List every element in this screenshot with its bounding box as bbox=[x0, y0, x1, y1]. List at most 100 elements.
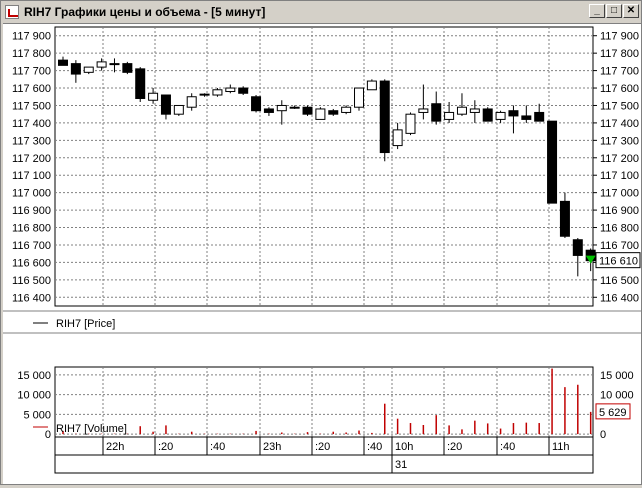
candle-body bbox=[379, 80, 390, 154]
volume-axis-left: 15 000 10 000 5 000 0 bbox=[17, 370, 51, 441]
volume-tick-right: 10 000 bbox=[600, 390, 634, 402]
price-tick-left: 116 600 bbox=[12, 257, 51, 269]
price-tick-right: 117 100 bbox=[600, 170, 639, 182]
candle-body bbox=[263, 108, 274, 113]
chart-area[interactable]: 117 900 117 800 117 700 117 600 117 500 117 4… bbox=[3, 23, 641, 484]
price-axis-left: 117 900 117 800 117 700 117 600 117 500 117 4… bbox=[12, 31, 51, 305]
candle-body bbox=[251, 96, 262, 112]
volume-tick-right: 15 000 bbox=[600, 370, 634, 382]
candle-body bbox=[199, 93, 210, 96]
volume-legend-label: RIH7 [Volume] bbox=[56, 423, 127, 435]
candle-body bbox=[559, 200, 570, 237]
candle-body bbox=[482, 108, 493, 122]
price-tick-left: 117 800 bbox=[12, 48, 51, 60]
candle-body bbox=[135, 68, 146, 99]
date-label: 31 bbox=[395, 459, 407, 471]
price-tick-left: 116 800 bbox=[12, 223, 51, 235]
current-volume-box bbox=[595, 403, 631, 420]
chart-app-icon bbox=[5, 5, 19, 19]
candle-body bbox=[238, 87, 249, 94]
price-tick-right: 117 400 bbox=[600, 118, 639, 130]
candle-body bbox=[572, 239, 583, 256]
time-label: :20 bbox=[315, 441, 330, 453]
price-tick-left: 116 500 bbox=[12, 275, 51, 287]
candle-body bbox=[405, 113, 416, 134]
volume-tick-left: 5 000 bbox=[23, 409, 51, 421]
candle-body bbox=[534, 111, 545, 122]
price-tick-right: 116 500 bbox=[600, 275, 639, 287]
candle-body bbox=[58, 59, 68, 66]
close-button[interactable]: ✕ bbox=[623, 4, 639, 18]
candle-body bbox=[315, 108, 326, 120]
price-tick-right: 117 300 bbox=[600, 135, 639, 147]
candle-body bbox=[521, 115, 532, 120]
time-label: 11h bbox=[552, 441, 570, 453]
price-axis-right: 117 900 117 800 117 700 117 600 117 500 117 4… bbox=[593, 31, 641, 304]
price-grid bbox=[3, 26, 641, 334]
candle-body bbox=[431, 103, 442, 122]
candle-body bbox=[366, 80, 377, 91]
price-tick-left: 116 900 bbox=[12, 205, 51, 217]
candle-body bbox=[212, 89, 223, 96]
title-bar[interactable]: RIH7 Графики цены и объема - [5 минут] _… bbox=[1, 1, 641, 23]
current-volume-label: 5 629 bbox=[599, 407, 627, 419]
volume-grid bbox=[54, 366, 594, 441]
price-tick-left: 117 900 bbox=[12, 31, 51, 43]
candle-body bbox=[341, 106, 352, 113]
price-tick-left: 117 600 bbox=[12, 83, 51, 95]
candle-body bbox=[302, 106, 313, 115]
time-label: :20 bbox=[447, 441, 462, 453]
time-label: 22h bbox=[106, 441, 124, 453]
price-tick-left: 117 200 bbox=[12, 153, 51, 165]
price-tick-right: 117 200 bbox=[600, 153, 639, 165]
price-tick-left: 117 500 bbox=[12, 100, 51, 112]
price-tick-right: 117 600 bbox=[600, 83, 639, 95]
price-tick-right: 117 700 bbox=[600, 66, 639, 78]
price-tick-right: 117 000 bbox=[600, 188, 639, 200]
candle-body bbox=[225, 87, 236, 93]
price-tick-right: 117 800 bbox=[600, 48, 639, 60]
time-label: :40 bbox=[500, 441, 515, 453]
price-candles bbox=[58, 56, 596, 277]
candle-body bbox=[96, 61, 107, 68]
time-label: :40 bbox=[367, 441, 382, 453]
price-legend: RIH7 [Price] bbox=[33, 318, 115, 330]
time-label: 23h bbox=[263, 441, 281, 453]
price-tick-right: 116 800 bbox=[600, 223, 639, 235]
chart-svg[interactable]: 117 900 117 800 117 700 117 600 117 500 117 4… bbox=[3, 24, 641, 485]
window-title: RIH7 Графики цены и объема - [5 минут] bbox=[24, 5, 266, 19]
candle-body bbox=[444, 111, 455, 120]
candle-body bbox=[186, 96, 197, 108]
candle-body bbox=[328, 110, 339, 115]
candle-body bbox=[276, 104, 287, 112]
candle-body bbox=[173, 104, 184, 115]
volume-tick-left: 15 000 bbox=[17, 370, 51, 382]
restore-button[interactable]: □ bbox=[606, 4, 622, 18]
candle-body bbox=[354, 87, 365, 108]
candle-body bbox=[456, 106, 467, 115]
current-price-label: 116 610 bbox=[599, 256, 638, 268]
minimize-button[interactable]: _ bbox=[589, 4, 605, 18]
price-tick-right: 116 900 bbox=[600, 205, 639, 217]
candle-body bbox=[148, 92, 159, 101]
time-label: :40 bbox=[210, 441, 225, 453]
current-price-marker bbox=[585, 255, 596, 264]
candle-body bbox=[547, 120, 558, 204]
price-tick-left: 117 100 bbox=[12, 170, 51, 182]
price-tick-left: 117 700 bbox=[12, 66, 51, 78]
price-tick-left: 117 400 bbox=[12, 118, 51, 130]
candle-body bbox=[109, 63, 120, 66]
candle-body bbox=[70, 63, 81, 75]
price-tick-left: 116 700 bbox=[12, 240, 51, 252]
price-tick-left: 117 300 bbox=[12, 135, 51, 147]
current-price-box bbox=[595, 252, 641, 269]
candle-body bbox=[122, 63, 133, 73]
volume-legend: RIH7 [Volume] bbox=[33, 423, 127, 435]
volume-bars bbox=[62, 368, 592, 435]
candle-body bbox=[495, 111, 506, 120]
candle-body bbox=[289, 106, 300, 109]
candle-body bbox=[508, 110, 519, 117]
time-axis: 22h:20:40 23h:20:40 10h:20:40 11h 31 bbox=[54, 436, 594, 474]
